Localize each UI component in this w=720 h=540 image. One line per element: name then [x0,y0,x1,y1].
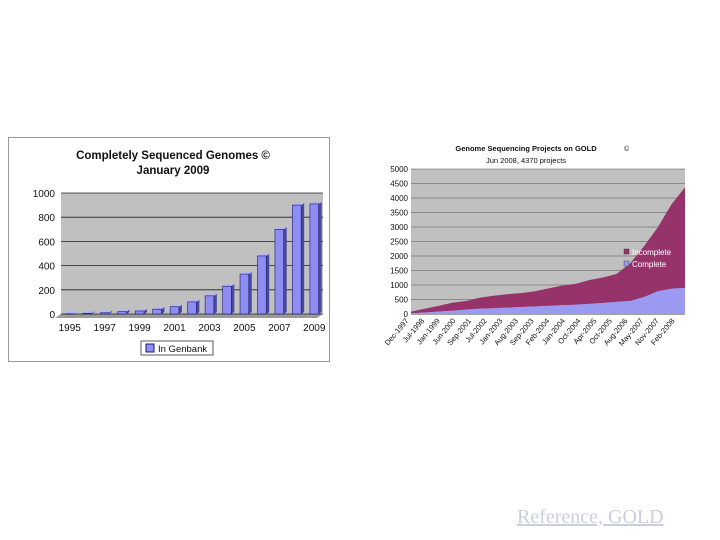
x-tick-label: 2005 [233,323,256,334]
bar-2005 [239,273,250,315]
legend-swatch-complete [623,260,630,267]
bar-side [161,307,165,314]
y-tick-label: 1000 [33,189,56,200]
y-tick-label: 3500 [390,209,408,218]
left-chart-panel: Completely Sequenced Genomes © January 2… [8,137,330,362]
right-chart-legend: Incomplete Complete [623,248,672,269]
bar-side [126,309,130,314]
y-tick-label: 400 [38,262,55,273]
y-tick-label: 600 [38,237,55,248]
bar-top [65,311,78,314]
y-tick-label: 500 [395,296,409,305]
left-chart-title-line2: January 2009 [137,165,210,177]
bar-2006 [257,255,267,315]
bar-1998 [117,311,127,315]
y-tick-label: 3000 [390,223,408,232]
right-chart-title-line2: Jun 2008, 4370 projects [486,156,566,165]
bar-2001 [169,306,180,315]
bar-side [301,203,305,314]
bar-side [248,272,252,314]
bar-top [205,293,217,296]
bar-top [82,311,95,314]
bar-side [109,310,113,314]
y-tick-label: 1500 [390,267,408,276]
y-tick-label: 1000 [390,281,408,290]
x-tick-label: 1999 [128,323,151,334]
area-incomplete [411,187,685,314]
bar-side [213,293,217,314]
legend-box [140,340,214,356]
bar-1997 [100,312,110,315]
y-tick-label: 4000 [390,194,408,203]
bar-1999 [134,310,145,315]
y-tick-label: 0 [404,310,409,319]
legend-swatch-incomplete [623,248,630,255]
bar-1996 [82,312,92,315]
legend-label-in-genbank: In Genbank [158,344,207,355]
y-tick-label: 4500 [390,180,408,189]
bar-side [318,201,322,314]
x-tick-label: 2007 [268,323,291,334]
bar-side [231,284,235,314]
right-chart-areas [411,187,685,314]
bar-top [292,203,305,206]
bar-top [274,227,287,230]
right-chart-title-mark: © [624,145,630,153]
x-tick-label: 2001 [163,323,186,334]
bar-side [91,311,95,314]
bar-top [135,308,147,311]
bar-top [100,310,113,313]
y-tick-label: 800 [38,213,55,224]
bar-2003 [204,295,215,315]
bar-2009 [309,203,319,315]
bar-side [74,311,78,314]
area-complete [411,287,685,314]
bar-top [309,201,322,204]
bar-top [187,299,200,302]
y-tick-label: 2000 [390,252,408,261]
bar-top [152,307,165,310]
y-tick-label: 0 [49,310,55,321]
bar-2007 [274,229,285,315]
y-tick-label: 2500 [390,238,408,247]
bar-top [117,309,130,312]
bar-2000 [152,308,162,315]
left-chart-title-line1: Completely Sequenced Genomes © [76,150,270,162]
y-tick-label: 5000 [390,165,408,174]
plot-floor [55,314,323,318]
left-chart-legend: In Genbank [140,340,214,356]
bar-side [266,253,270,314]
x-tick-label: 2003 [198,323,221,334]
right-chart-panel: Genome Sequencing Projects on GOLD © Jun… [374,139,690,363]
right-chart-x-ticks: Dec-1997Jul-1998Jan-1999Jun-2000Sep-2001… [383,317,677,348]
legend-label-incomplete: Incomplete [632,248,672,257]
bar-top [170,304,182,307]
bar-side [196,299,200,314]
bar-2004 [222,285,232,315]
x-tick-label: 2009 [303,323,326,334]
bar-2008 [292,204,302,315]
legend-swatch-in-genbank [145,343,155,353]
reference-link[interactable]: Reference, GOLD [517,506,664,528]
bar-top [222,284,235,287]
bar-top [257,253,270,256]
bar-side [178,304,182,314]
legend-label-complete: Complete [632,260,667,269]
left-chart-bars [65,201,322,315]
right-chart: Genome Sequencing Projects on GOLD © Jun… [383,144,685,348]
bar-2002 [187,301,197,315]
bar-side [143,308,147,314]
bar-top [240,272,252,275]
x-tick-label: 1995 [59,323,82,334]
right-chart-title-line1: Genome Sequencing Projects on GOLD [455,144,597,153]
x-tick-label: 1997 [94,323,117,334]
bar-side [283,227,287,314]
left-chart: Completely Sequenced Genomes © January 2… [33,150,326,356]
y-tick-label: 200 [38,286,55,297]
